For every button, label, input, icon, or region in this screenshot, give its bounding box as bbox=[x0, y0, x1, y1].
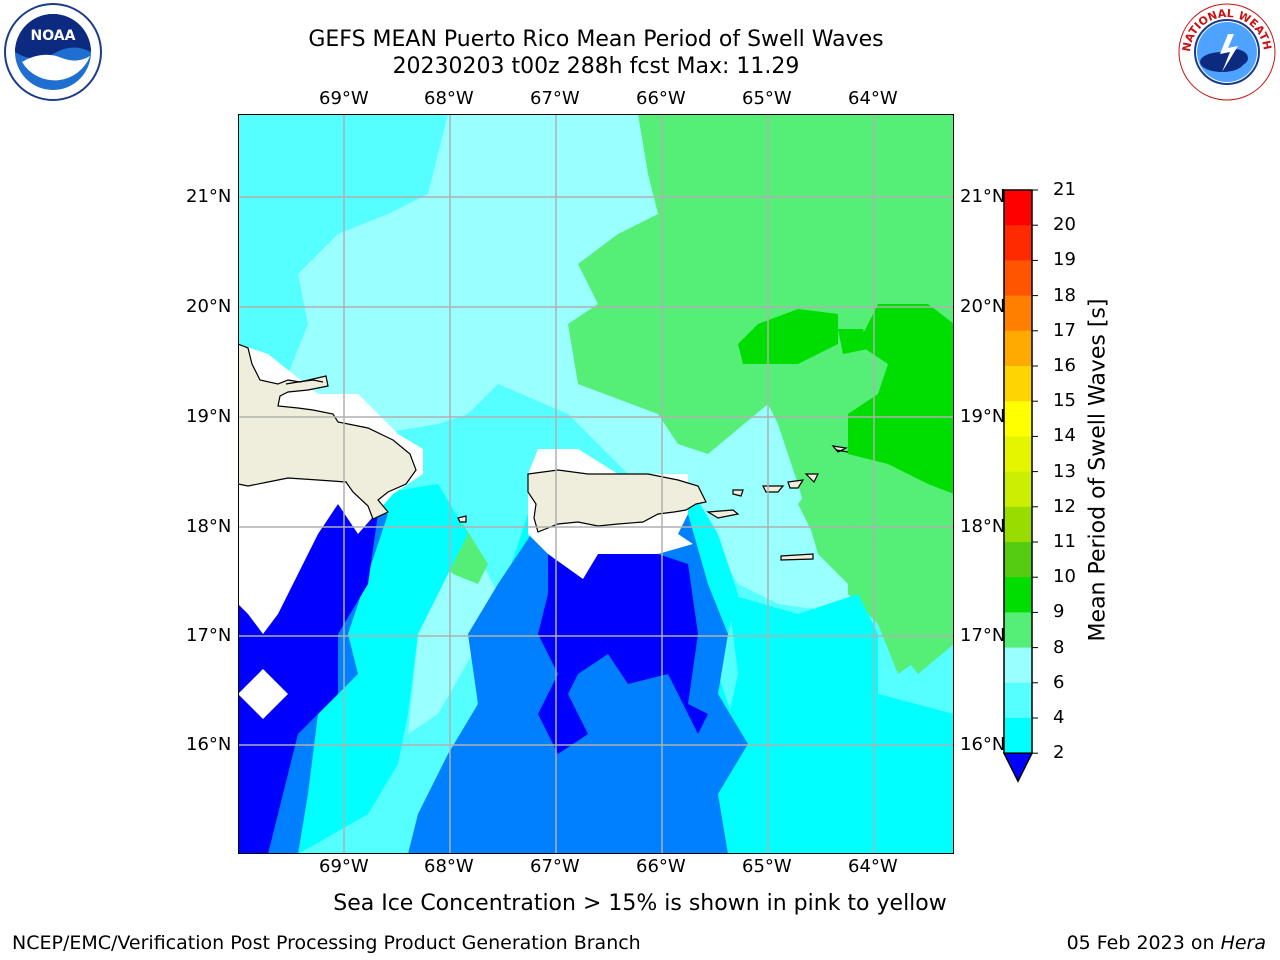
colorbar-tick-label: 2 bbox=[1053, 742, 1065, 764]
footer-date-text: 05 Feb 2023 on bbox=[1066, 932, 1221, 954]
lat-label-right: 20°N bbox=[960, 296, 1006, 317]
colorbar-tick-label: 11 bbox=[1053, 531, 1076, 552]
colorbar-tick-label: 17 bbox=[1053, 319, 1076, 341]
chart-title: GEFS MEAN Puerto Rico Mean Period of Swe… bbox=[308, 27, 884, 52]
colorbar-tick-label: 6 bbox=[1053, 671, 1065, 693]
noaa-logo-icon: NOAA bbox=[4, 3, 102, 101]
lon-label-top: 64°W bbox=[848, 88, 898, 109]
land-small-islands bbox=[285, 379, 849, 453]
lat-label-right: 21°N bbox=[960, 186, 1006, 207]
field-period-4-6-c bbox=[718, 594, 954, 854]
sea-ice-caption: Sea Ice Concentration > 15% is shown in … bbox=[333, 891, 947, 916]
lon-label-top: 65°W bbox=[742, 88, 792, 109]
land-mask-small bbox=[238, 669, 288, 719]
grid-lines bbox=[238, 114, 954, 854]
colorbar-tick-label: 21 bbox=[1053, 179, 1076, 200]
colorbar-title: Mean Period of Swell Waves [s] bbox=[1085, 298, 1111, 642]
field-period-10-11-a bbox=[738, 309, 838, 364]
colorbar-tick-label: 14 bbox=[1053, 425, 1076, 447]
colorbar-tick-label: 10 bbox=[1053, 566, 1076, 588]
lon-label-top: 66°W bbox=[636, 88, 686, 109]
lat-label-right: 19°N bbox=[960, 406, 1006, 427]
lon-label-bottom: 66°W bbox=[636, 856, 686, 877]
colorbar-band bbox=[1004, 718, 1032, 754]
colorbar-band bbox=[1004, 366, 1032, 402]
footer-host: Hera bbox=[1220, 932, 1266, 954]
lon-label-bottom: 65°W bbox=[742, 856, 792, 877]
colorbar-tick-label: 15 bbox=[1053, 390, 1076, 412]
lon-label-bottom: 64°W bbox=[848, 856, 898, 877]
lat-label-left: 18°N bbox=[186, 516, 232, 537]
lon-label-bottom: 68°W bbox=[424, 856, 474, 877]
colorbar-tick-label: 19 bbox=[1053, 249, 1076, 271]
lat-label-left: 19°N bbox=[186, 406, 232, 427]
lat-label-right: 16°N bbox=[960, 734, 1006, 755]
colorbar-band bbox=[1004, 542, 1032, 578]
colorbar-band bbox=[1004, 330, 1032, 367]
colorbar-tick-label: 9 bbox=[1053, 601, 1065, 623]
colorbar-band bbox=[1004, 190, 1032, 226]
field-period-below-2-b bbox=[538, 544, 708, 754]
colorbar-band bbox=[1004, 436, 1032, 473]
colorbar-band bbox=[1004, 647, 1032, 684]
colorbar-tick-label: 12 bbox=[1053, 495, 1076, 517]
lon-label-top: 67°W bbox=[530, 88, 580, 109]
lon-label-bottom: 67°W bbox=[530, 856, 580, 877]
colorbar-band bbox=[1004, 682, 1032, 719]
colorbar-band bbox=[1004, 260, 1032, 297]
noaa-logo-text: NOAA bbox=[31, 28, 76, 44]
colorbar-band bbox=[1004, 612, 1032, 649]
chart-subtitle: 20230203 t00z 288h fcst Max: 11.29 bbox=[392, 54, 800, 79]
colorbar-band bbox=[1004, 577, 1032, 613]
colorbar-band bbox=[1004, 401, 1032, 437]
colorbar-tick-label: 4 bbox=[1053, 707, 1065, 728]
colorbar-tick-label: 16 bbox=[1053, 355, 1076, 376]
field-period-10-11-c bbox=[838, 329, 868, 354]
swell-period-map bbox=[238, 114, 954, 854]
lon-label-bottom: 69°W bbox=[319, 856, 369, 877]
colorbar-tick-label: 13 bbox=[1053, 460, 1076, 482]
land-virgin-islands bbox=[457, 445, 848, 561]
lat-label-left: 17°N bbox=[186, 625, 232, 646]
lat-label-right: 17°N bbox=[960, 625, 1006, 646]
colorbar-band bbox=[1004, 295, 1032, 332]
lat-label-left: 20°N bbox=[186, 296, 232, 317]
lat-label-left: 16°N bbox=[186, 734, 232, 755]
colorbar-band bbox=[1004, 471, 1032, 508]
colorbar bbox=[1002, 189, 1038, 783]
field-period-9-10-s bbox=[848, 524, 908, 624]
footer-credit: NCEP/EMC/Verification Post Processing Pr… bbox=[12, 932, 641, 954]
colorbar-tick-label: 8 bbox=[1053, 636, 1065, 658]
colorbar-tick-label: 18 bbox=[1053, 284, 1076, 306]
lon-label-top: 68°W bbox=[424, 88, 474, 109]
colorbar-extend-arrow bbox=[1002, 752, 1034, 783]
nws-logo-icon: NATIONAL WEATHER SERVICE bbox=[1176, 2, 1276, 101]
footer-date: 05 Feb 2023 on Hera bbox=[1067, 932, 1266, 954]
colorbar-band bbox=[1004, 506, 1032, 543]
colorbar-band bbox=[1004, 225, 1032, 261]
colorbar-tick-label: 20 bbox=[1053, 214, 1076, 236]
lat-label-right: 18°N bbox=[960, 516, 1006, 537]
lon-label-top: 69°W bbox=[319, 88, 369, 109]
lat-label-left: 21°N bbox=[186, 186, 232, 207]
